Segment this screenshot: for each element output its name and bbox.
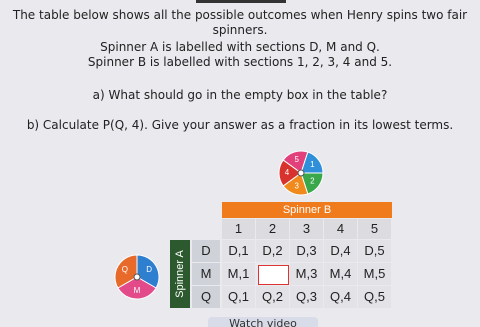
spinner-section bbox=[117, 276, 157, 300]
section-label: D bbox=[146, 265, 152, 274]
column-header: 5 bbox=[358, 219, 391, 239]
section-label: M bbox=[134, 286, 141, 295]
table-cell: M,3 bbox=[290, 263, 323, 285]
column-header: 2 bbox=[256, 219, 289, 239]
question-text: Spinner A is labelled with sections D, M… bbox=[100, 40, 380, 54]
section-label: 1 bbox=[310, 160, 315, 169]
table-cell: D,2 bbox=[256, 240, 289, 262]
table-cell: D,5 bbox=[358, 240, 391, 262]
section-label: 2 bbox=[310, 176, 315, 185]
table-cell: M,4 bbox=[324, 263, 357, 285]
section-label: 3 bbox=[294, 181, 299, 190]
row-title: Spinner A bbox=[170, 240, 190, 308]
spinner-center bbox=[297, 169, 305, 177]
watch-video-button[interactable]: Watch video bbox=[208, 317, 318, 327]
decoration bbox=[196, 0, 286, 3]
table-cell: Q,3 bbox=[290, 286, 323, 308]
section-label: 4 bbox=[285, 168, 290, 177]
table-cell: M,1 bbox=[222, 263, 255, 285]
part-a: a) What should go in the empty box in th… bbox=[92, 88, 388, 102]
table-cell: M,5 bbox=[358, 263, 391, 285]
row-header: M bbox=[192, 263, 220, 285]
row-header: Q bbox=[192, 286, 220, 308]
spinner-a: Q D M bbox=[114, 254, 160, 300]
table-cell: Q,5 bbox=[358, 286, 391, 308]
question-text: The table below shows all the possible o… bbox=[12, 8, 468, 22]
question-text: spinners. bbox=[212, 23, 268, 37]
column-header: 3 bbox=[290, 219, 323, 239]
section-label: Q bbox=[122, 265, 128, 274]
row-title-text: Spinner A bbox=[174, 250, 186, 298]
table-cell: D,1 bbox=[222, 240, 255, 262]
column-header: 4 bbox=[324, 219, 357, 239]
row-header: D bbox=[192, 240, 220, 262]
column-header: 1 bbox=[222, 219, 255, 239]
empty-answer-box[interactable] bbox=[258, 265, 289, 285]
table-cell: D,3 bbox=[290, 240, 323, 262]
spinner-section bbox=[278, 159, 302, 187]
table-cell: Q,4 bbox=[324, 286, 357, 308]
spinner-b: 5 1 2 34 bbox=[278, 150, 324, 196]
section-label: 5 bbox=[294, 155, 299, 164]
part-b: b) Calculate P(Q, 4). Give your answer a… bbox=[26, 118, 454, 132]
table-cell: Q,2 bbox=[256, 286, 289, 308]
table-cell: Q,1 bbox=[222, 286, 255, 308]
spinner-center bbox=[133, 273, 141, 281]
column-title: Spinner B bbox=[222, 202, 392, 218]
question-text: Spinner B is labelled with sections 1, 2… bbox=[87, 55, 393, 69]
table-cell: D,4 bbox=[324, 240, 357, 262]
